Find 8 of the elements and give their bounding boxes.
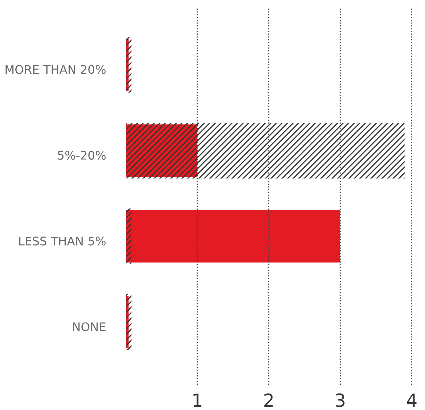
y-tick-label: NONE <box>73 322 106 332</box>
x-tick-label: 4 <box>407 394 417 408</box>
y-tick-label: 5%-20% <box>58 151 106 160</box>
x-tick-label: 3 <box>336 394 345 408</box>
x-tick-label: 2 <box>264 394 273 408</box>
y-tick-label: LESS THAN 5% <box>19 236 106 246</box>
y-tick-label: MORE THAN 20% <box>6 65 106 74</box>
x-tick-label: 1 <box>194 394 202 408</box>
